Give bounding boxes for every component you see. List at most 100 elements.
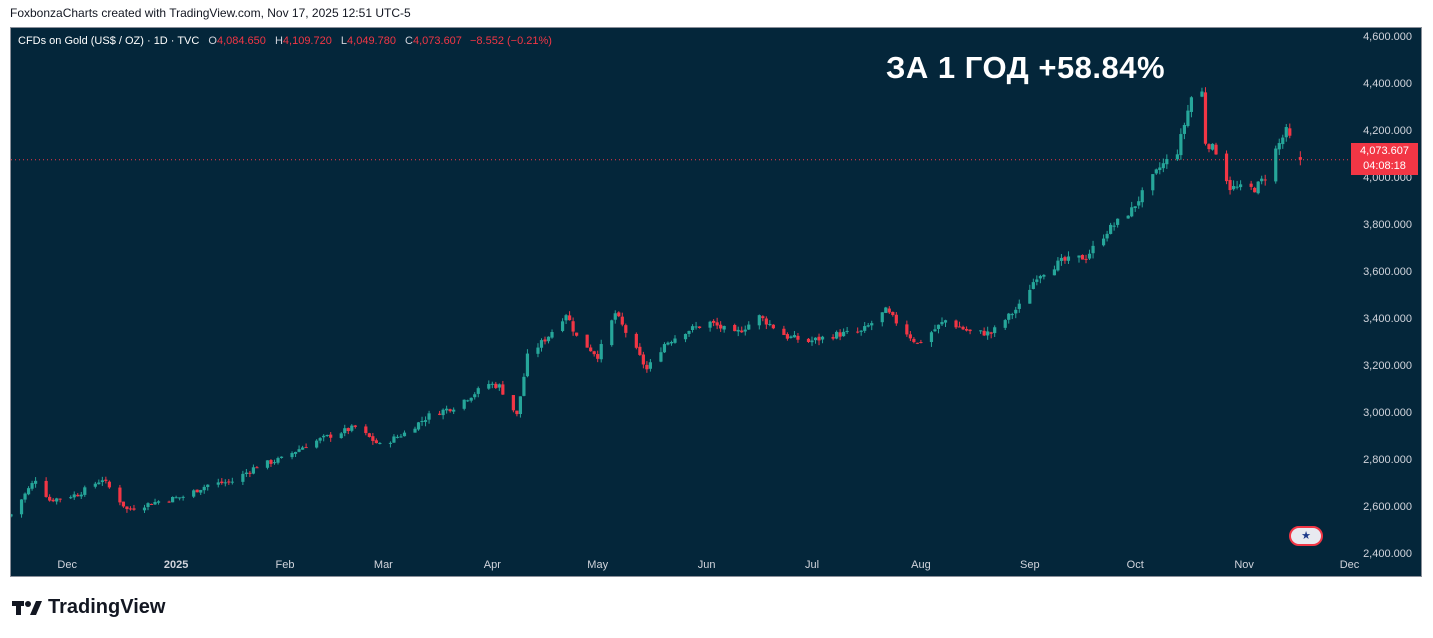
y-tick-label: 3,200.000 xyxy=(1363,360,1412,372)
candle-body xyxy=(585,334,589,348)
candle-body xyxy=(733,324,737,332)
symbol-legend: CFDs on Gold (US$ / OZ) · 1D · TVC O4,08… xyxy=(18,35,552,47)
candle-body xyxy=(388,442,393,444)
candle-body xyxy=(539,340,544,348)
low-value: 4,049.780 xyxy=(347,35,396,47)
candle-body xyxy=(293,451,298,454)
time-axis[interactable]: Dec 2025 Feb Mar Apr May Jun Jul Aug Sep Oct Nov Dec xyxy=(57,559,1359,571)
candle-body xyxy=(1161,163,1165,169)
candle-body xyxy=(891,311,895,316)
close-label: C xyxy=(405,35,413,47)
candle-body xyxy=(905,324,909,335)
candle-body xyxy=(1210,143,1215,150)
candle-body xyxy=(220,481,224,484)
candle-body xyxy=(1109,224,1113,234)
candle-body xyxy=(241,473,245,482)
candle-body xyxy=(936,324,941,329)
candle-body xyxy=(146,503,150,507)
candle-body xyxy=(986,331,990,336)
candle-body xyxy=(251,467,256,474)
candle-body xyxy=(104,479,108,481)
candle-body xyxy=(1274,148,1278,182)
candle-body xyxy=(1017,303,1021,309)
candle-body xyxy=(1042,274,1046,277)
candle-body xyxy=(178,497,182,499)
candle-body xyxy=(1256,181,1260,194)
candle-layer xyxy=(11,87,1302,518)
y-tick-label: 2,400.000 xyxy=(1363,548,1412,560)
candle-body xyxy=(1133,206,1137,209)
y-tick-label: 3,600.000 xyxy=(1363,266,1412,278)
candle-body xyxy=(322,435,326,438)
candle-body xyxy=(845,330,849,332)
candle-body xyxy=(346,428,350,432)
candle-body xyxy=(1052,269,1057,276)
candle-body xyxy=(887,308,891,313)
candle-body xyxy=(613,313,617,320)
candle-body xyxy=(638,346,642,355)
candle-body xyxy=(55,498,59,502)
candle-body xyxy=(912,338,916,343)
candle-body xyxy=(1059,257,1064,261)
candle-body xyxy=(1126,215,1130,219)
candle-body xyxy=(894,314,898,324)
candle-body xyxy=(690,326,695,331)
candle-body xyxy=(97,482,101,485)
chart-attribution: FoxbonzaCharts created with TradingView.… xyxy=(10,6,411,20)
price-axis[interactable]: 2,400.000 2,600.000 2,800.000 3,000.000 3,20… xyxy=(1363,31,1412,560)
bar-countdown: 04:08:18 xyxy=(1363,160,1406,172)
x-tick-label: Dec xyxy=(1340,559,1360,571)
candle-body xyxy=(820,336,825,340)
gold-candlestick-chart[interactable]: 2,400.000 2,600.000 2,800.000 3,000.000 3,20… xyxy=(11,28,1421,576)
candle-body xyxy=(768,323,772,325)
us-flag-events-icon[interactable]: ★ xyxy=(1289,526,1323,546)
candle-body xyxy=(476,388,480,394)
candle-body xyxy=(747,324,751,330)
candle-body xyxy=(1253,187,1257,193)
x-tick-label: Apr xyxy=(484,559,501,571)
candle-body xyxy=(149,503,154,505)
candle-body xyxy=(810,340,814,343)
tradingview-wordmark: TradingView xyxy=(48,596,166,618)
x-tick-label: Nov xyxy=(1234,559,1254,571)
candle-body xyxy=(325,434,329,436)
candle-body xyxy=(181,496,185,498)
candle-body xyxy=(1284,127,1288,138)
candle-body xyxy=(1063,257,1067,261)
candle-body xyxy=(617,312,621,317)
last-price-value: 4,073.607 xyxy=(1360,145,1409,157)
candle-body xyxy=(817,336,821,341)
candle-body xyxy=(364,426,368,434)
x-tick-label: Sep xyxy=(1020,559,1040,571)
candle-body xyxy=(740,330,744,333)
tradingview-logo[interactable]: TradingView xyxy=(12,596,165,619)
candle-body xyxy=(610,320,614,346)
open-value: 4,084.650 xyxy=(216,35,266,47)
candle-body xyxy=(511,395,515,411)
candle-body xyxy=(722,326,726,330)
candle-body xyxy=(782,328,786,336)
candle-body xyxy=(1130,207,1134,217)
candle-body xyxy=(673,338,677,343)
candle-body xyxy=(908,334,912,339)
candle-body xyxy=(1165,159,1169,165)
candle-body xyxy=(1007,313,1011,320)
candle-body xyxy=(564,315,568,321)
candle-body xyxy=(402,432,407,437)
candle-body xyxy=(641,354,645,365)
candle-body xyxy=(44,480,48,497)
x-tick-label: May xyxy=(587,559,608,571)
candle-body xyxy=(195,489,199,493)
candle-body xyxy=(83,487,87,495)
candle-body xyxy=(378,443,382,445)
candle-body xyxy=(58,498,62,500)
candle-body xyxy=(771,324,775,329)
candle-body xyxy=(1116,218,1120,225)
candle-body xyxy=(659,352,663,362)
candle-body xyxy=(863,326,867,331)
y-tick-label: 3,400.000 xyxy=(1363,313,1412,325)
candle-body xyxy=(423,420,428,422)
yearly-gain-annotation: ЗА 1 ГОД +58.84% xyxy=(886,50,1166,85)
candle-body xyxy=(989,332,993,334)
candle-body xyxy=(859,330,863,332)
